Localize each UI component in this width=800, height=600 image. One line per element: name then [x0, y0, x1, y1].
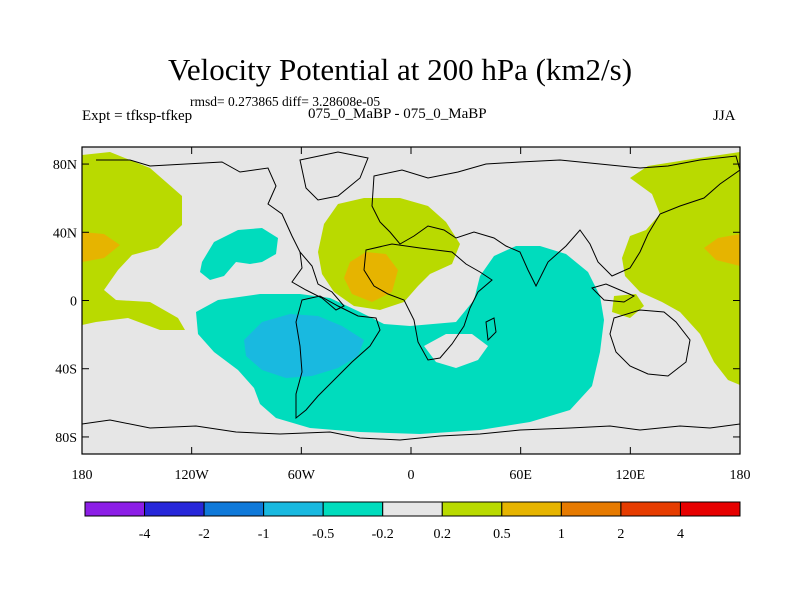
season-label: JJA — [713, 108, 736, 124]
colorbar-label: -4 — [139, 527, 151, 542]
colorbar-label: 2 — [617, 527, 624, 542]
coast-indonesia — [591, 283, 636, 303]
y-tick-label: 80S — [55, 431, 77, 446]
coast-antarctica — [82, 419, 740, 441]
coast-north-america — [96, 159, 345, 311]
contour-hole-neutral — [424, 334, 488, 368]
colorbar-swatch — [263, 501, 324, 517]
x-tick-label: 60E — [509, 468, 532, 483]
colorbar-swatch — [382, 501, 443, 517]
colorbar: -4 -2 -1 -0.5 -0.2 0.2 0.5 1 2 4 — [84, 501, 741, 542]
y-tick-label: 80N — [53, 158, 77, 173]
contour-region-pos-right-core — [704, 234, 740, 266]
contour-region-pos-left — [82, 152, 185, 330]
y-tick-label: 0 — [70, 295, 77, 310]
plot-title: Velocity Potential at 200 hPa (km2/s) — [167, 52, 633, 87]
x-tick-label: 0 — [408, 468, 415, 483]
colorbar-swatch — [560, 501, 622, 517]
colorbar-swatch — [441, 501, 503, 517]
colorbar-swatch — [322, 501, 384, 517]
x-tick-label: 120W — [175, 468, 210, 483]
case-label: 075_0_MaBP - 075_0_MaBP — [308, 106, 487, 122]
coastlines — [82, 151, 740, 441]
colorbar-label: -0.2 — [372, 527, 394, 542]
y-tick-label: 40N — [53, 226, 77, 241]
contour-region-pos-left-core — [82, 232, 120, 262]
colorbar-label: 0.2 — [434, 527, 452, 542]
coast-africa — [363, 243, 493, 361]
colorbar-label: -0.5 — [312, 527, 334, 542]
colorbar-swatch — [203, 501, 265, 517]
coast-greenland — [299, 151, 369, 201]
colorbar-label: 1 — [558, 527, 565, 542]
colorbar-label: 4 — [677, 527, 684, 542]
x-tick-label: 120E — [616, 468, 646, 483]
x-tick-label: 180 — [730, 468, 751, 483]
colorbar-label: 0.5 — [493, 527, 511, 542]
colorbar-label: -1 — [258, 527, 270, 542]
axis-ticks: 180 120W 60W 0 60E 120E 180 80N 40N 0 40S 80S — [53, 147, 751, 483]
coast-south-america — [295, 295, 381, 420]
coast-europe-asia — [371, 155, 740, 288]
x-tick-label: 180 — [72, 468, 93, 483]
colorbar-swatch — [144, 501, 205, 517]
colorbar-swatch — [620, 501, 681, 517]
colorbar-label: -2 — [198, 527, 210, 542]
experiment-label: Expt = tfksp-tfkep — [82, 108, 193, 124]
y-tick-label: 40S — [55, 363, 77, 378]
contour-region-neg-core — [244, 314, 364, 378]
contour-region-neg-north-america — [200, 228, 278, 280]
x-tick-label: 60W — [288, 468, 316, 483]
colorbar-swatch — [679, 501, 741, 517]
rmsd-diff-stats: rmsd= 0.273865 diff= 3.28608e-05 — [190, 94, 381, 109]
coast-madagascar — [485, 317, 497, 342]
contour-region-pos-right — [622, 152, 740, 385]
contour-region-pos-right-small — [612, 294, 644, 318]
colorbar-swatch — [84, 501, 146, 517]
coast-australia — [609, 309, 691, 377]
colorbar-swatch — [501, 501, 562, 517]
contour-region-pos-center-core — [344, 252, 398, 302]
